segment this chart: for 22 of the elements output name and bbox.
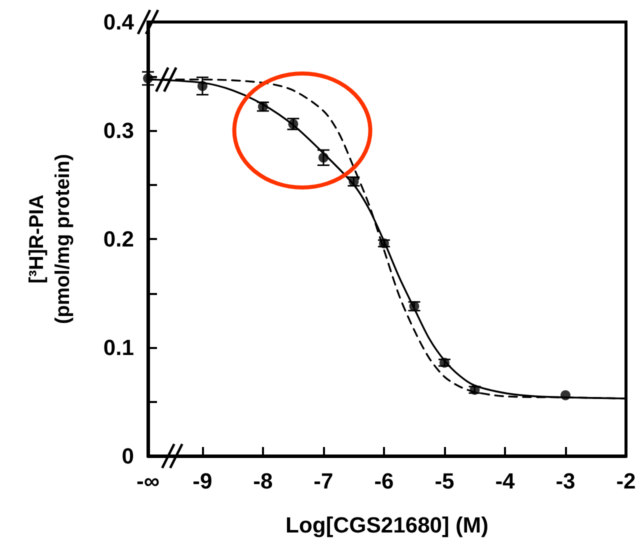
point	[560, 390, 570, 400]
point	[197, 81, 208, 92]
x-tick-label: -3	[556, 468, 576, 494]
y-tick-label: 0	[122, 444, 134, 468]
x-tick-label: -8	[253, 468, 273, 494]
y-axis-title: [³H]R-PIA (pmol/mg protein)	[26, 154, 74, 324]
x-tick-label: -7	[314, 468, 334, 494]
x-tick-label: -6	[374, 468, 394, 494]
x-tick-label: -4	[495, 468, 516, 494]
x-tick-label: -2	[616, 468, 636, 494]
x-tick-label: -∞	[136, 468, 160, 494]
point	[470, 384, 480, 395]
point	[143, 73, 153, 84]
x-tick-label: -9	[192, 468, 212, 494]
point	[378, 238, 389, 248]
x-axis-title: Log[CGS21680] (M)	[286, 512, 488, 538]
y-tick-label: 0.4	[103, 10, 135, 34]
y-tick-label: 0.1	[103, 335, 134, 360]
x-tick-label: -5	[434, 468, 454, 494]
y-tick-label: 0.2	[103, 226, 134, 252]
point	[318, 152, 328, 163]
y-tick-label: 0.3	[103, 118, 134, 143]
